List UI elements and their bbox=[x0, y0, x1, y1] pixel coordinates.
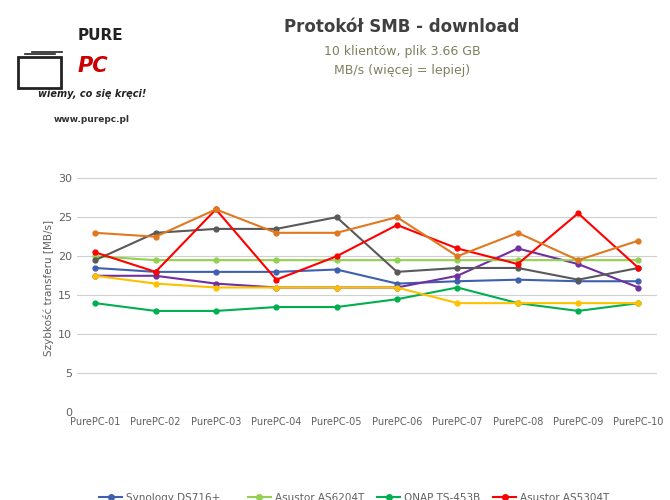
Synology DS916+ bbox=[574, 276, 582, 282]
Asustor AS5304T bbox=[454, 246, 462, 252]
Text: PC: PC bbox=[78, 56, 109, 76]
Synology DS716+ bbox=[212, 269, 220, 275]
Synology DS916+ bbox=[212, 226, 220, 232]
Asustor AS5304T bbox=[634, 265, 643, 271]
QSAN XN3004T bbox=[634, 300, 643, 306]
Text: MB/s (więcej = lepiej): MB/s (więcej = lepiej) bbox=[334, 64, 470, 77]
Text: PURE: PURE bbox=[78, 28, 123, 43]
Asustor AS6204T bbox=[332, 257, 340, 263]
Asustor AS5304T bbox=[393, 222, 401, 228]
Synology DS916+ bbox=[272, 226, 280, 232]
WD My Cloud EX4100 bbox=[332, 284, 340, 290]
QNAP TS-453B bbox=[393, 296, 401, 302]
Line: WD My Cloud EX4100: WD My Cloud EX4100 bbox=[92, 246, 641, 290]
Synology DS716+ bbox=[151, 269, 159, 275]
Asustor AS5304T bbox=[91, 250, 99, 256]
Asustor AS5304T 10G bbox=[634, 238, 643, 244]
WD My Cloud EX4100 bbox=[634, 284, 643, 290]
Synology DS716+ bbox=[514, 276, 522, 282]
QNAP TS-453B bbox=[212, 308, 220, 314]
Asustor AS5304T 10G bbox=[332, 230, 340, 236]
Text: www.purepc.pl: www.purepc.pl bbox=[54, 116, 130, 124]
Text: 10 klientów, plik 3.66 GB: 10 klientów, plik 3.66 GB bbox=[324, 45, 480, 58]
Asustor AS5304T 10G bbox=[514, 230, 522, 236]
WD My Cloud EX4100 bbox=[393, 284, 401, 290]
Asustor AS5304T 10G bbox=[212, 206, 220, 212]
Asustor AS6204T bbox=[212, 257, 220, 263]
WD My Cloud EX4100 bbox=[212, 280, 220, 286]
Asustor AS6204T bbox=[272, 257, 280, 263]
Synology DS916+ bbox=[151, 230, 159, 236]
Line: QSAN XN3004T: QSAN XN3004T bbox=[92, 274, 641, 306]
QSAN XN3004T bbox=[91, 273, 99, 279]
Synology DS916+ bbox=[393, 269, 401, 275]
WD My Cloud EX4100 bbox=[454, 273, 462, 279]
Bar bbox=[17, 57, 60, 88]
Line: Asustor AS5304T 10G: Asustor AS5304T 10G bbox=[92, 207, 641, 262]
Asustor AS6204T bbox=[454, 257, 462, 263]
Text: Protokół SMB - download: Protokół SMB - download bbox=[284, 18, 520, 36]
Synology DS716+ bbox=[91, 265, 99, 271]
QNAP TS-453B bbox=[454, 284, 462, 290]
Asustor AS5304T bbox=[212, 206, 220, 212]
Asustor AS6204T bbox=[393, 257, 401, 263]
Synology DS916+ bbox=[454, 265, 462, 271]
Line: Synology DS916+: Synology DS916+ bbox=[92, 215, 641, 282]
WD My Cloud EX4100 bbox=[272, 284, 280, 290]
QNAP TS-453B bbox=[574, 308, 582, 314]
Text: wiemy, co się kręci!: wiemy, co się kręci! bbox=[38, 89, 146, 99]
Asustor AS6204T bbox=[574, 257, 582, 263]
QNAP TS-453B bbox=[151, 308, 159, 314]
QNAP TS-453B bbox=[272, 304, 280, 310]
Asustor AS5304T 10G bbox=[91, 230, 99, 236]
Y-axis label: Szybkość transferu [MB/s]: Szybkość transferu [MB/s] bbox=[43, 220, 54, 356]
QSAN XN3004T bbox=[454, 300, 462, 306]
Synology DS916+ bbox=[91, 257, 99, 263]
Legend: Synology DS716+, WD My Cloud EX4100, Asustor AS6204T, Synology DS916+, QNAP TS-4: Synology DS716+, WD My Cloud EX4100, Asu… bbox=[99, 492, 634, 500]
Synology DS916+ bbox=[634, 265, 643, 271]
Asustor AS6204T bbox=[151, 257, 159, 263]
Line: Synology DS716+: Synology DS716+ bbox=[92, 266, 641, 286]
Synology DS716+ bbox=[332, 266, 340, 272]
Line: Asustor AS5304T: Asustor AS5304T bbox=[92, 207, 641, 282]
WD My Cloud EX4100 bbox=[514, 246, 522, 252]
Asustor AS5304T bbox=[332, 253, 340, 259]
Synology DS716+ bbox=[272, 269, 280, 275]
QNAP TS-453B bbox=[332, 304, 340, 310]
QSAN XN3004T bbox=[393, 284, 401, 290]
Asustor AS6204T bbox=[91, 253, 99, 259]
Asustor AS6204T bbox=[634, 257, 643, 263]
QSAN XN3004T bbox=[332, 284, 340, 290]
Asustor AS5304T bbox=[272, 276, 280, 282]
WD My Cloud EX4100 bbox=[91, 273, 99, 279]
QSAN XN3004T bbox=[574, 300, 582, 306]
Line: QNAP TS-453B: QNAP TS-453B bbox=[92, 285, 641, 314]
Asustor AS5304T 10G bbox=[272, 230, 280, 236]
QNAP TS-453B bbox=[634, 300, 643, 306]
QSAN XN3004T bbox=[272, 284, 280, 290]
QSAN XN3004T bbox=[212, 284, 220, 290]
Synology DS716+ bbox=[393, 280, 401, 286]
QSAN XN3004T bbox=[514, 300, 522, 306]
WD My Cloud EX4100 bbox=[151, 273, 159, 279]
Synology DS916+ bbox=[514, 265, 522, 271]
QSAN XN3004T bbox=[151, 280, 159, 286]
Asustor AS5304T 10G bbox=[454, 253, 462, 259]
Asustor AS5304T 10G bbox=[393, 214, 401, 220]
Asustor AS5304T bbox=[514, 261, 522, 267]
Asustor AS5304T bbox=[151, 269, 159, 275]
Synology DS716+ bbox=[454, 278, 462, 284]
Line: Asustor AS6204T: Asustor AS6204T bbox=[92, 254, 641, 262]
Synology DS916+ bbox=[332, 214, 340, 220]
QNAP TS-453B bbox=[514, 300, 522, 306]
Asustor AS5304T 10G bbox=[574, 257, 582, 263]
Asustor AS5304T 10G bbox=[151, 234, 159, 239]
Synology DS716+ bbox=[634, 278, 643, 284]
Synology DS716+ bbox=[574, 278, 582, 284]
Asustor AS6204T bbox=[514, 257, 522, 263]
WD My Cloud EX4100 bbox=[574, 261, 582, 267]
Asustor AS5304T bbox=[574, 210, 582, 216]
QNAP TS-453B bbox=[91, 300, 99, 306]
